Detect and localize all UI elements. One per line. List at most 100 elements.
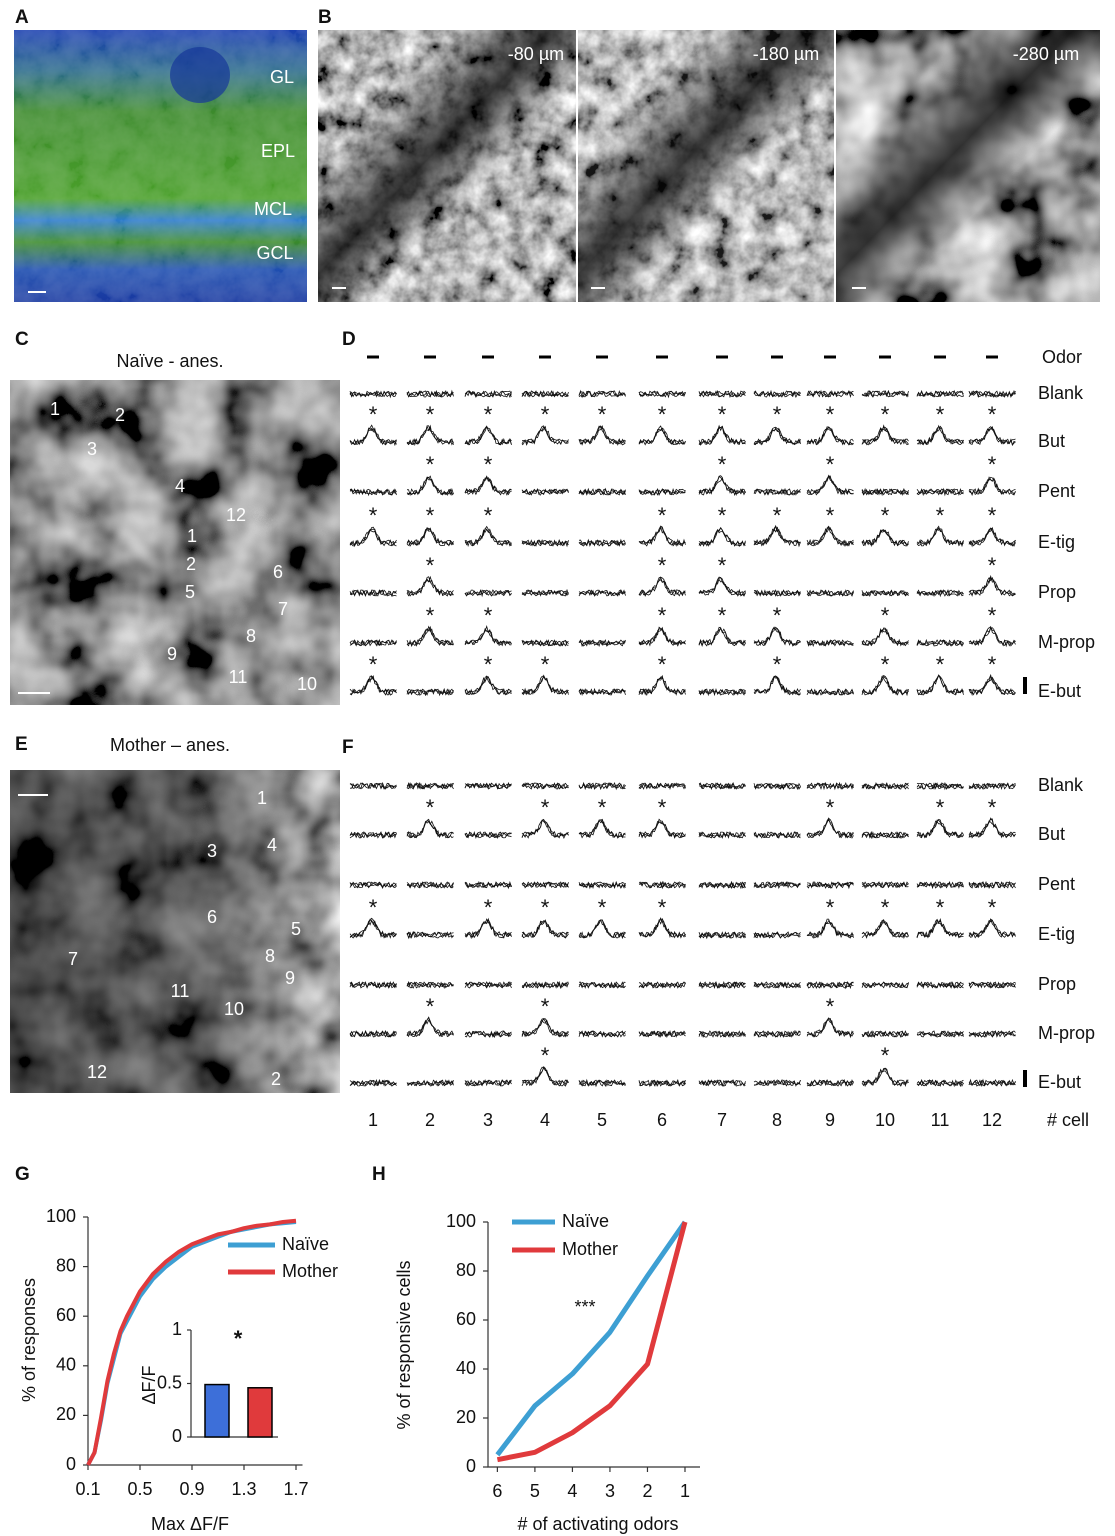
trace [968,918,1016,939]
trace [698,390,746,398]
y-tick-label: 100 [46,1206,76,1226]
trace [753,1079,801,1086]
trace [638,981,686,989]
trace [698,626,746,646]
trace [753,881,801,889]
naive-field-image [10,380,340,705]
response-asterisk: * [484,452,493,477]
response-asterisk: * [881,503,890,528]
trace [521,782,569,790]
trace [861,782,909,790]
trace [861,1030,909,1038]
response-asterisk: * [773,603,782,628]
response-asterisk: * [881,402,890,427]
trace [349,1079,397,1087]
trace [968,577,1016,597]
trace [861,424,909,445]
trace [698,1030,746,1038]
x-tick-label: 4 [567,1481,577,1501]
trace [806,589,854,597]
cell-label: 5 [185,582,195,602]
trace [521,1065,569,1087]
trace [861,627,909,647]
trace [406,1019,454,1038]
cell-number: 9 [825,1110,835,1130]
trace [349,1079,397,1087]
trace [638,881,686,890]
trace [753,488,801,496]
x-tick-label: 3 [605,1481,615,1501]
trace [806,781,854,790]
trace [698,477,746,497]
trace [638,782,686,790]
trace [406,628,454,647]
trace [806,782,854,790]
trace [638,1079,686,1087]
response-asterisk: * [426,603,435,628]
response-asterisk: * [773,652,782,677]
trace [464,675,512,696]
trace [406,687,454,696]
response-asterisk: * [718,402,727,427]
response-asterisk: * [826,994,835,1019]
trace [464,831,512,839]
trace [638,1030,686,1038]
response-asterisk: * [484,652,493,677]
x-tick-label: 0.1 [75,1479,100,1499]
trace [861,675,909,697]
x-tick-label: 1.7 [283,1479,308,1499]
trace [698,688,746,696]
trace [861,487,909,497]
response-asterisk: * [773,402,782,427]
trace [698,1079,746,1087]
cell-label: 7 [68,949,78,969]
trace [861,675,909,696]
inset-bar [204,1383,230,1438]
trace [521,589,569,597]
trace [916,1030,964,1038]
y-tick-label: 20 [56,1404,76,1424]
trace [349,831,397,839]
trace [521,639,569,647]
trace [698,577,746,597]
trace [753,1079,801,1087]
trace [638,390,686,399]
odor-label: E-but [1038,681,1081,701]
trace [806,817,854,839]
cell-label: 6 [273,562,283,582]
trace [464,881,512,889]
panel-label: H [372,1164,386,1185]
depth-label: -180 µm [753,44,819,64]
trace [464,475,512,495]
response-asterisk: * [773,503,782,528]
trace [753,782,801,791]
odor-label: Pent [1038,481,1075,501]
trace [578,919,626,939]
trace [806,688,854,696]
cell-label: 10 [297,674,317,694]
trace [753,831,801,839]
cell-label: 2 [186,554,196,574]
axis-label: # cell [1047,1110,1089,1130]
trace [753,675,801,696]
trace [916,981,964,990]
trace [464,390,512,398]
response-asterisk: * [541,652,550,677]
response-asterisk: * [541,795,550,820]
cell-label: 5 [291,919,301,939]
trace [638,917,686,939]
cell-label: 8 [246,626,256,646]
trace [521,819,569,839]
trace [578,1030,626,1038]
trace [578,589,626,597]
trace [968,820,1016,838]
cell-label: 3 [207,841,217,861]
trace [578,538,626,547]
cell-label: 1 [187,526,197,546]
y-tick-label: 0 [466,1456,476,1476]
panel-label: C [15,329,29,350]
trace [861,918,909,938]
annotation: * [234,1326,243,1351]
trace [916,527,964,548]
trace [916,638,964,647]
